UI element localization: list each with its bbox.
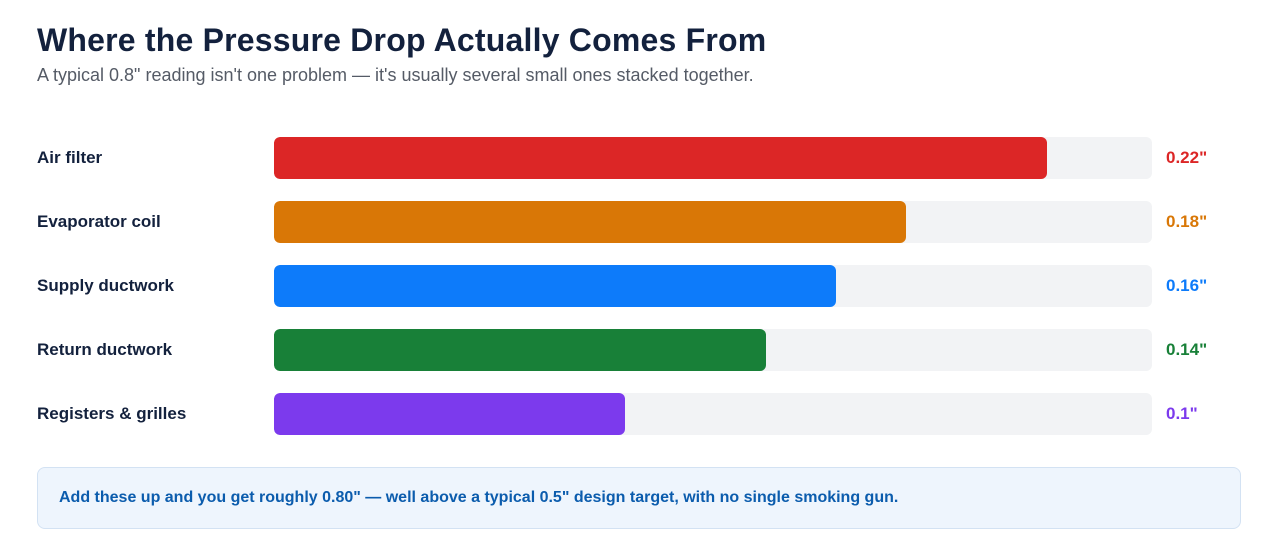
value-label: 0.18" <box>1166 212 1208 231</box>
bar-row: Registers & grilles 0.1" <box>37 393 1243 435</box>
bar-row: Supply ductwork 0.16" <box>37 265 1243 307</box>
value-label: 0.1" <box>1166 404 1198 423</box>
bar-row: Air filter 0.22" <box>37 137 1243 179</box>
category-label: Registers & grilles <box>37 404 187 423</box>
category-label: Evaporator coil <box>37 212 161 231</box>
category-label: Return ductwork <box>37 340 173 359</box>
category-label: Supply ductwork <box>37 276 174 295</box>
bar-row: Return ductwork 0.14" <box>37 329 1243 371</box>
bar <box>274 393 625 435</box>
bar-track <box>274 201 1152 243</box>
bar-row: Evaporator coil 0.18" <box>37 201 1243 243</box>
value-label: 0.22" <box>1166 148 1208 167</box>
chart-subtitle: A typical 0.8" reading isn't one problem… <box>37 65 754 85</box>
value-label: 0.16" <box>1166 276 1208 295</box>
bar <box>274 329 766 371</box>
summary-callout: Add these up and you get roughly 0.80" —… <box>37 467 1241 529</box>
value-label: 0.14" <box>1166 340 1208 359</box>
category-label: Air filter <box>37 148 103 167</box>
bar <box>274 265 836 307</box>
chart-title: Where the Pressure Drop Actually Comes F… <box>37 22 767 58</box>
bar <box>274 137 1047 179</box>
bar <box>274 201 906 243</box>
bar-track <box>274 265 1152 307</box>
bar-track <box>274 329 1152 371</box>
bar-track <box>274 137 1152 179</box>
bar-track <box>274 393 1152 435</box>
summary-callout-text: Add these up and you get roughly 0.80" —… <box>59 489 899 506</box>
